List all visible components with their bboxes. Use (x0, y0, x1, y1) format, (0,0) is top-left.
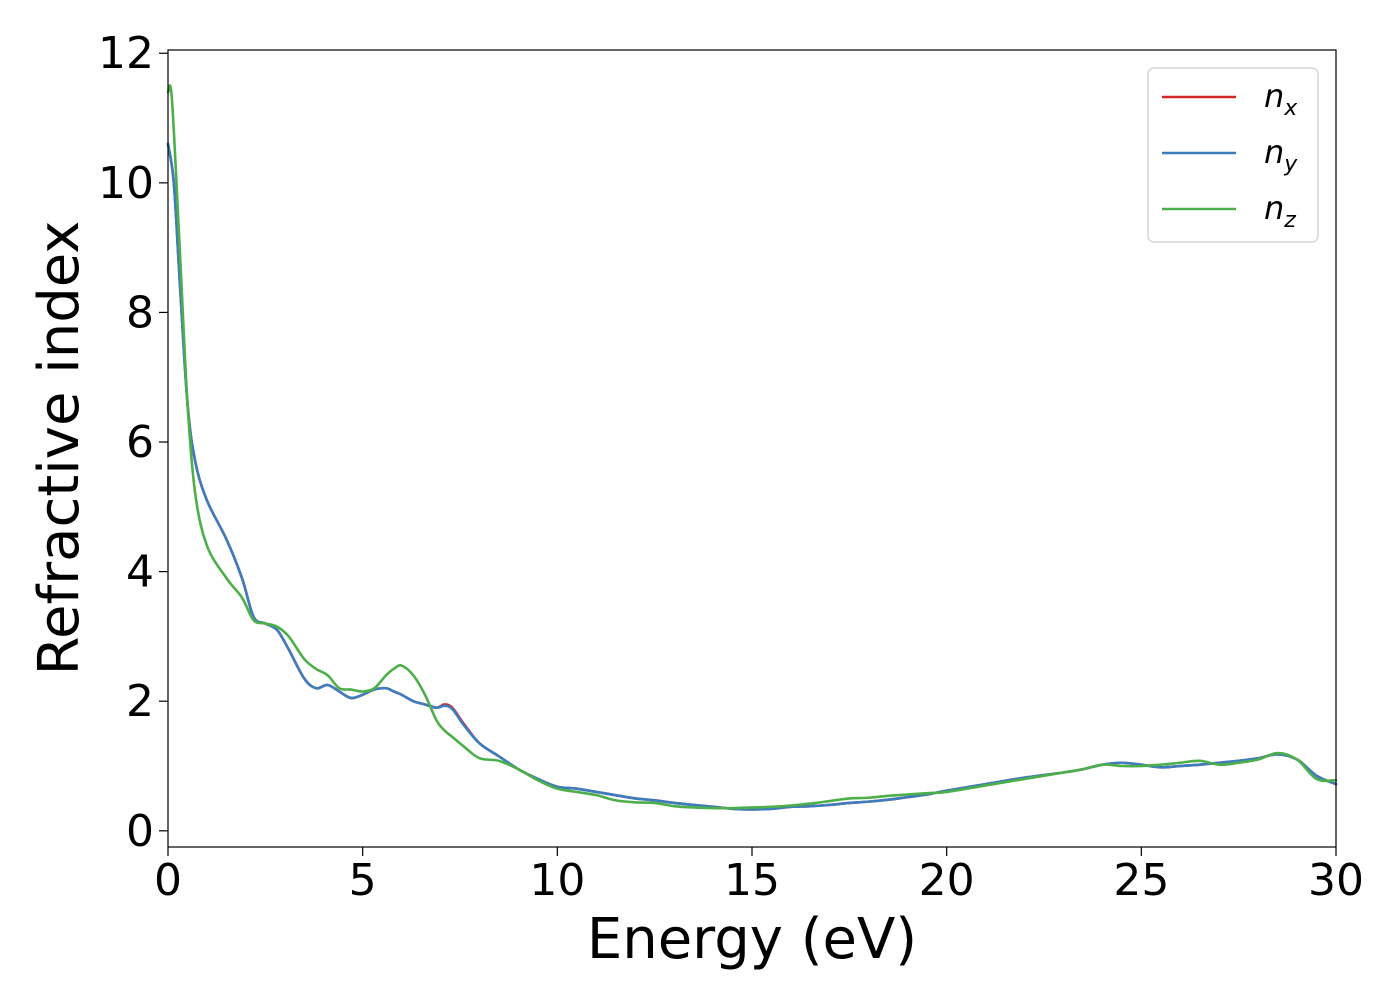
y-tick-label: 12 (98, 28, 154, 79)
y-tick-label: 2 (126, 676, 154, 727)
y-axis-ticks: 0 2 4 6 8 10 12 (98, 28, 168, 857)
y-tick-label: 8 (126, 287, 154, 338)
y-tick-label: 10 (98, 158, 154, 209)
y-tick-label: 0 (126, 806, 154, 857)
y-tick-label: 6 (126, 417, 154, 468)
y-tick-label: 4 (126, 547, 154, 598)
x-tick-label: 15 (724, 855, 780, 906)
x-axis-label: Energy (eV) (587, 907, 917, 972)
y-axis-label: Refractive index (27, 221, 92, 676)
series-line-nz (166, 84, 1338, 810)
x-tick-label: 0 (154, 855, 182, 906)
x-tick-label: 30 (1308, 855, 1364, 906)
x-tick-label: 5 (349, 855, 377, 906)
x-tick-label: 25 (1113, 855, 1169, 906)
x-tick-label: 20 (919, 855, 975, 906)
x-tick-label: 10 (529, 855, 585, 906)
series-layer (166, 84, 1338, 811)
x-axis-ticks: 0 5 10 15 20 25 30 (154, 847, 1364, 906)
legend-box (1147, 67, 1319, 243)
